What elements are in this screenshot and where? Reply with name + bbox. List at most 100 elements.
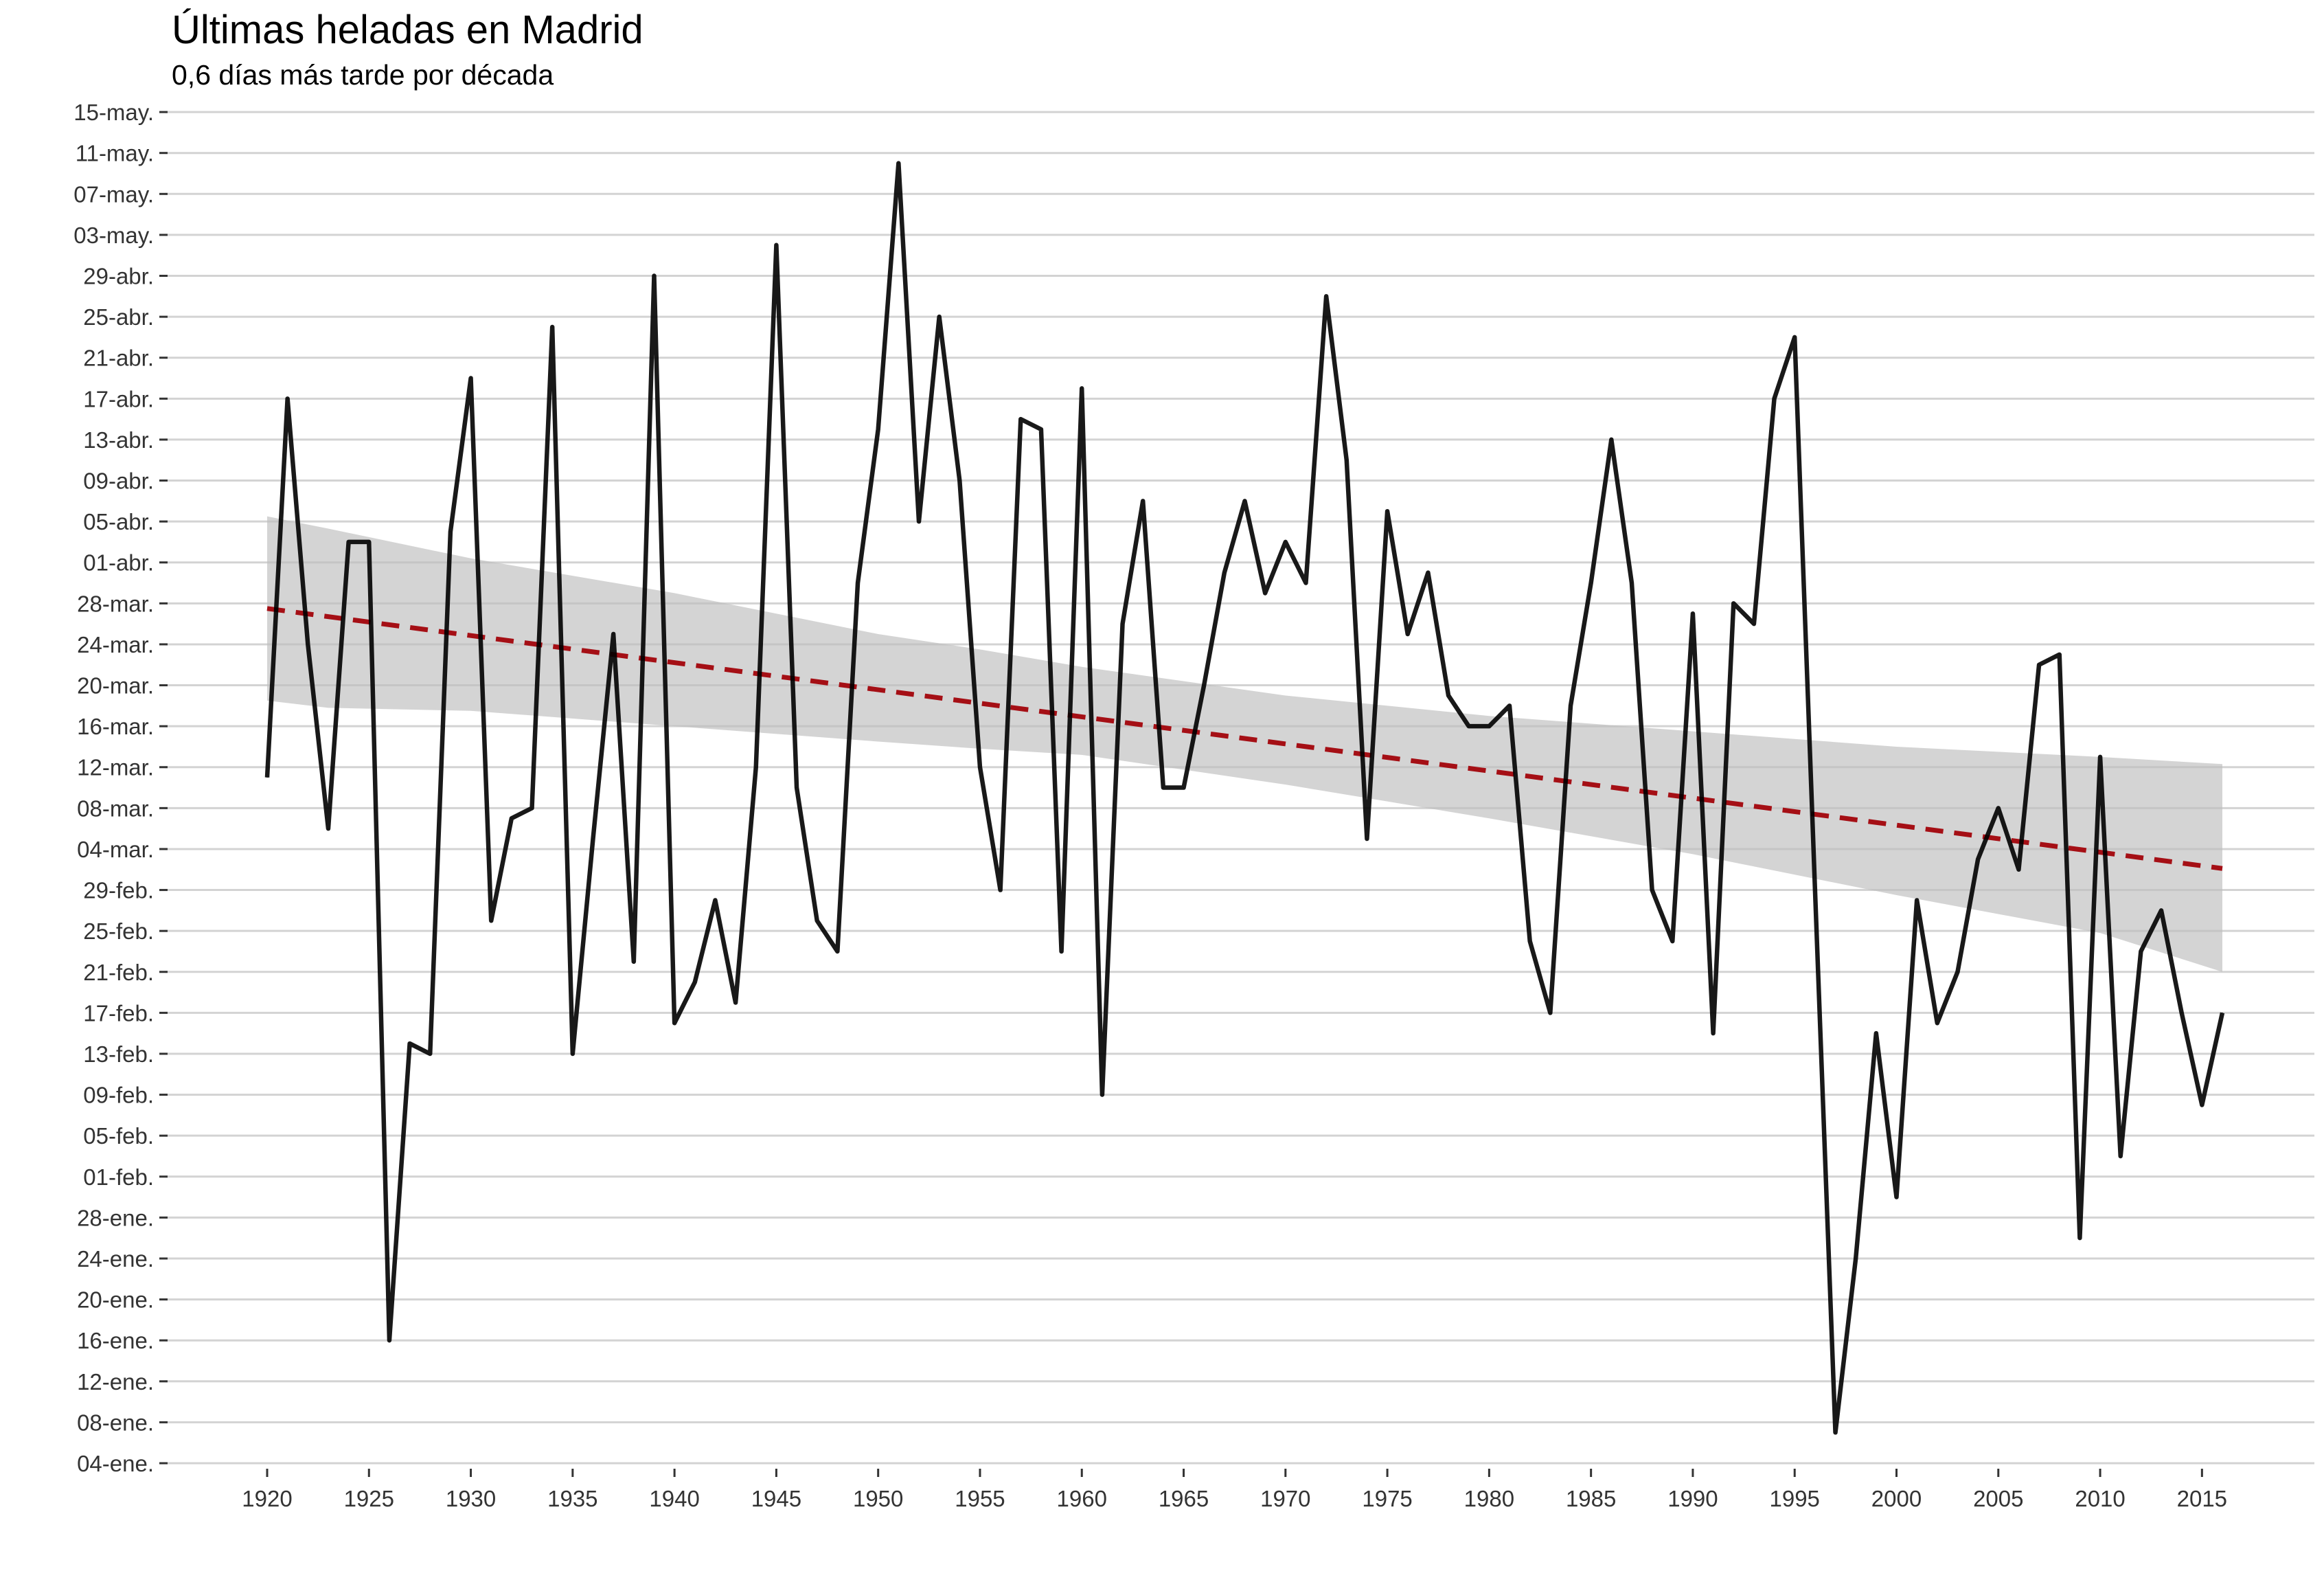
data-point	[1733, 602, 1734, 604]
data-point	[551, 326, 553, 328]
y-tick-label: 15-may.	[73, 100, 154, 125]
y-tick-label: 01-feb.	[83, 1164, 154, 1190]
data-point	[714, 899, 716, 901]
chart-subtitle: 0,6 días más tarde por década	[172, 59, 554, 91]
x-tick-label: 1930	[446, 1486, 496, 1511]
x-tick-label: 1990	[1667, 1486, 1718, 1511]
x-axis: 1920 1925 1930 1935 1940 1945 1950 1955 1960 1965…	[242, 1469, 2227, 1511]
x-tick-label: 1980	[1464, 1486, 1514, 1511]
series-group	[264, 161, 2225, 1435]
data-point	[674, 1022, 675, 1024]
x-tick-label: 1955	[955, 1486, 1005, 1511]
data-point	[1264, 592, 1266, 594]
y-tick-label: 24-mar.	[77, 632, 154, 657]
y-tick-label: 25-abr.	[83, 304, 154, 330]
x-tick-label: 2000	[1871, 1486, 1922, 1511]
y-tick-label: 13-feb.	[83, 1041, 154, 1067]
y-tick-label: 16-mar.	[77, 714, 154, 739]
data-point	[266, 777, 268, 778]
y-tick-label: 04-ene.	[77, 1451, 154, 1476]
x-tick-label: 1925	[344, 1486, 394, 1511]
x-tick-label: 1965	[1159, 1486, 1209, 1511]
y-tick-label: 07-may.	[73, 181, 154, 207]
data-point	[1448, 695, 1449, 696]
y-tick-label: 25-feb.	[83, 918, 154, 944]
data-point	[1774, 398, 1775, 399]
data-point	[511, 817, 512, 819]
x-tick-label: 2010	[2075, 1486, 2125, 1511]
x-tick-label: 1945	[751, 1486, 801, 1511]
data-point	[470, 378, 472, 379]
y-tick-label: 21-feb.	[83, 960, 154, 985]
data-point	[1610, 439, 1612, 440]
y-tick-label: 03-may.	[73, 223, 154, 248]
data-point	[1957, 971, 1958, 973]
y-tick-label: 12-ene.	[77, 1369, 154, 1395]
data-point	[1692, 613, 1694, 614]
data-point	[409, 1043, 411, 1044]
data-point	[1468, 725, 1470, 727]
data-point	[633, 961, 635, 962]
data-point	[2161, 910, 2162, 911]
x-tick-label: 1920	[242, 1486, 292, 1511]
data-point	[959, 480, 960, 482]
data-point	[2018, 869, 2019, 870]
data-point	[2038, 664, 2040, 666]
chart-title: Últimas heladas en Madrid	[172, 8, 643, 52]
y-tick-label: 09-feb.	[83, 1083, 154, 1108]
data-point	[2120, 1155, 2121, 1157]
y-tick-label: 08-ene.	[77, 1410, 154, 1435]
data-point	[572, 1053, 573, 1054]
data-point	[2099, 756, 2101, 758]
data-point	[1325, 295, 1327, 297]
x-tick-label: 2005	[1973, 1486, 2023, 1511]
data-point	[429, 1053, 431, 1054]
y-tick-label: 09-abr.	[83, 469, 154, 494]
x-tick-label: 1975	[1362, 1486, 1412, 1511]
y-tick-label: 20-mar.	[77, 673, 154, 699]
x-tick-label: 2015	[2177, 1486, 2227, 1511]
y-tick-label: 05-feb.	[83, 1123, 154, 1149]
y-tick-label: 17-abr.	[83, 386, 154, 411]
x-tick-label: 1950	[853, 1486, 903, 1511]
y-tick-label: 29-abr.	[83, 264, 154, 289]
data-point	[613, 633, 614, 635]
y-tick-label: 24-ene.	[77, 1246, 154, 1272]
y-tick-label: 11-may.	[76, 141, 154, 166]
y-tick-label: 20-ene.	[77, 1287, 154, 1313]
y-tick-label: 05-abr.	[83, 509, 154, 534]
data-point	[1407, 633, 1409, 635]
y-tick-label: 28-ene.	[77, 1205, 154, 1230]
x-tick-label: 1960	[1057, 1486, 1107, 1511]
y-tick-label: 04-mar.	[77, 837, 154, 862]
y-tick-label: 16-ene.	[77, 1328, 154, 1353]
x-tick-label: 1940	[649, 1486, 699, 1511]
x-tick-label: 1985	[1566, 1486, 1616, 1511]
y-tick-label: 12-mar.	[77, 755, 154, 780]
y-tick-label: 21-abr.	[83, 346, 154, 371]
trend-line	[266, 606, 2223, 871]
y-tick-label: 01-abr.	[83, 550, 154, 576]
data-point	[348, 541, 350, 543]
confidence-band	[267, 516, 2222, 972]
data-point	[287, 398, 288, 399]
data-point	[1040, 429, 1042, 430]
confidence-band-group	[267, 516, 2222, 972]
trend-line-group	[266, 606, 2223, 871]
data-point	[1835, 1432, 1836, 1433]
y-tick-label: 17-feb.	[83, 1000, 154, 1026]
data-point	[918, 521, 920, 522]
y-tick-label: 29-feb.	[83, 878, 154, 903]
data-point	[2059, 654, 2060, 655]
y-tick-label: 13-abr.	[83, 427, 154, 453]
data-point	[1529, 940, 1531, 942]
y-axis: 04-ene. 08-ene. 12-ene. 16-ene. 20-ene. 24-en…	[73, 100, 168, 1476]
data-point	[1285, 541, 1286, 543]
y-tick-label: 08-mar.	[77, 795, 154, 821]
data-point	[1387, 510, 1388, 512]
y-tick-label: 28-mar.	[77, 591, 154, 616]
data-point	[1183, 787, 1185, 789]
data-point	[1203, 685, 1205, 686]
x-tick-label: 1995	[1770, 1486, 1820, 1511]
